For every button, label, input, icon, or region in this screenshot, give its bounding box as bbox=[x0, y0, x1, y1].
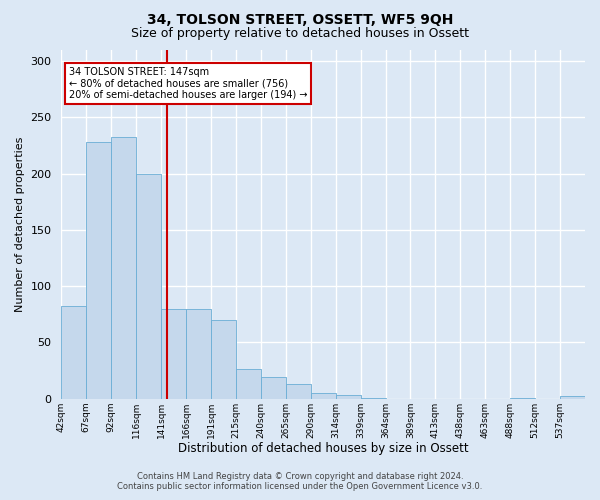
Bar bbox=[236, 370, 261, 398]
Bar bbox=[61, 306, 86, 398]
Bar bbox=[186, 308, 211, 398]
Bar bbox=[111, 136, 136, 398]
Bar bbox=[261, 378, 286, 398]
Text: Size of property relative to detached houses in Ossett: Size of property relative to detached ho… bbox=[131, 28, 469, 40]
Bar bbox=[211, 320, 236, 398]
Bar bbox=[86, 142, 111, 399]
Bar bbox=[136, 174, 161, 398]
Text: 34 TOLSON STREET: 147sqm
← 80% of detached houses are smaller (756)
20% of semi-: 34 TOLSON STREET: 147sqm ← 80% of detach… bbox=[69, 67, 307, 100]
Text: Contains HM Land Registry data © Crown copyright and database right 2024.
Contai: Contains HM Land Registry data © Crown c… bbox=[118, 472, 482, 491]
Bar bbox=[286, 384, 311, 398]
Bar bbox=[560, 396, 585, 398]
Bar bbox=[311, 393, 335, 398]
X-axis label: Distribution of detached houses by size in Ossett: Distribution of detached houses by size … bbox=[178, 442, 469, 455]
Text: 34, TOLSON STREET, OSSETT, WF5 9QH: 34, TOLSON STREET, OSSETT, WF5 9QH bbox=[147, 12, 453, 26]
Bar bbox=[161, 308, 186, 398]
Y-axis label: Number of detached properties: Number of detached properties bbox=[15, 136, 25, 312]
Bar bbox=[335, 396, 361, 398]
